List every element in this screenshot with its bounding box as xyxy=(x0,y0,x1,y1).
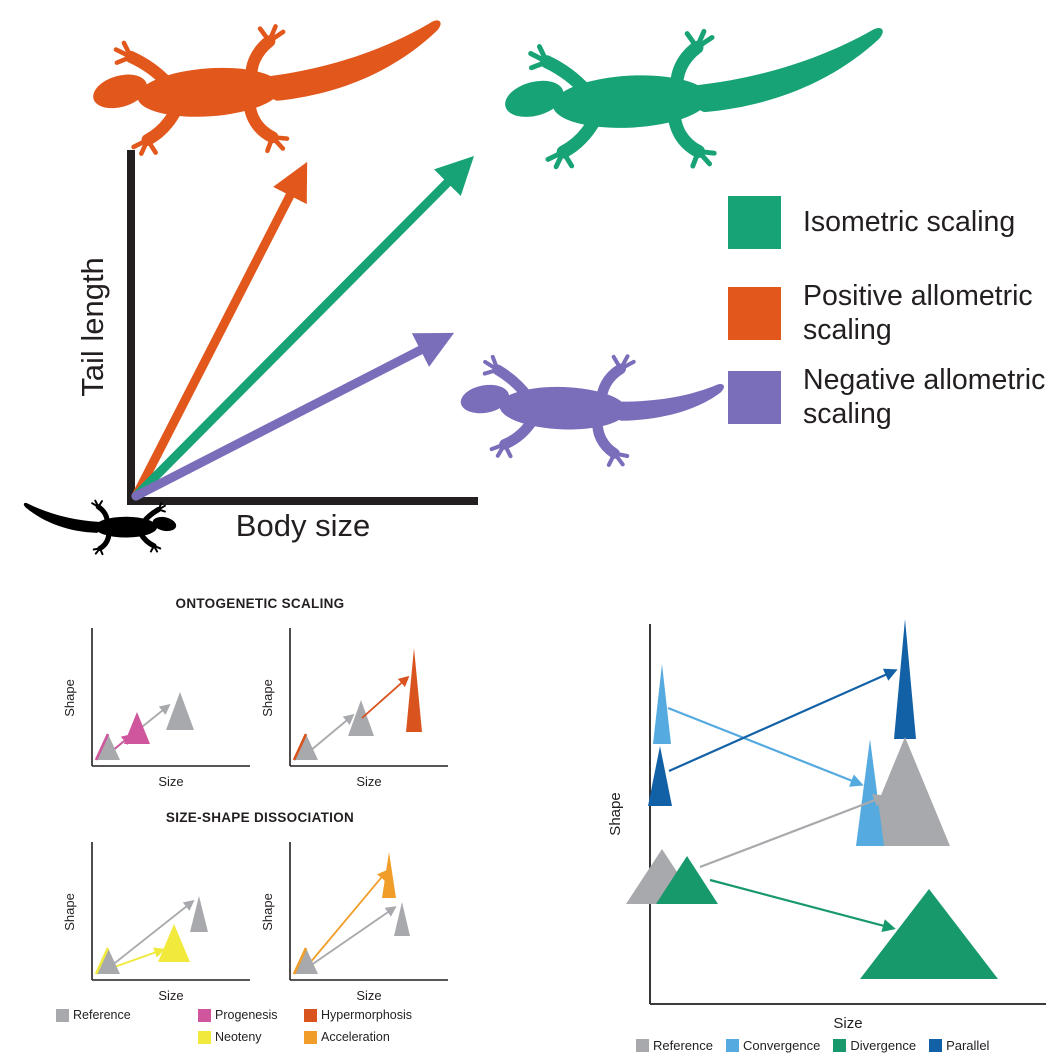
reference-adult-triangle xyxy=(190,896,208,932)
legend-item-reference: Reference xyxy=(56,1008,198,1022)
size-axis-label: Size xyxy=(158,774,183,789)
gecko-juvenile xyxy=(24,501,178,555)
legend-row-positive-allometric: Positive allometric scaling xyxy=(728,280,1059,347)
legend-row-negative-allometric: Negative allometric scaling xyxy=(728,364,1059,431)
acceleration-legend-label: Acceleration xyxy=(321,1030,390,1044)
convergence-color-swatch xyxy=(725,1039,739,1052)
reference-color-swatch xyxy=(636,1039,649,1052)
tail-length-axis-label: Tail length xyxy=(75,257,110,397)
size-shape-dissociation-title: SIZE-SHAPE DISSOCIATION xyxy=(165,810,355,825)
legend-row-isometric: Isometric scaling xyxy=(728,196,1015,249)
legend-item-acceleration: Acceleration xyxy=(304,1030,412,1044)
trajectory-chart: Shape Size xyxy=(607,619,1046,1032)
reference-adult-triangle xyxy=(394,902,410,936)
legend-item-neoteny: Neoteny xyxy=(198,1030,304,1044)
neoteny-color-swatch xyxy=(198,1030,211,1044)
divergence-arrow xyxy=(709,878,896,933)
reference-juvenile-triangle xyxy=(294,734,318,760)
parallel-start-triangle xyxy=(648,746,672,806)
gecko-positive-allometric xyxy=(86,15,448,163)
reference-trajectory-arrow xyxy=(105,899,195,971)
reference-color-swatch xyxy=(56,1008,69,1022)
gecko-negative-allometric xyxy=(456,350,725,468)
convergence-arrow xyxy=(667,706,864,787)
shape-axis-label: Shape xyxy=(260,679,275,717)
legend-item-parallel: Parallel xyxy=(929,1038,989,1053)
parallel-arrow xyxy=(668,668,898,773)
size-axis-label: Size xyxy=(833,1015,862,1032)
allometry-chart: Tail length Body size xyxy=(0,0,1063,580)
hypermorphosis-trajectory-arrow xyxy=(361,675,410,719)
hypermorphosis-edge-accent xyxy=(292,733,308,761)
negative-allometric-color-swatch xyxy=(728,371,781,425)
parallel-legend-label: Parallel xyxy=(946,1038,990,1053)
hypermorphosis-triangle xyxy=(406,648,422,732)
progenesis-color-swatch xyxy=(198,1008,211,1022)
reference-trajectory-arrow xyxy=(303,906,397,971)
positive-allometric-color-swatch xyxy=(728,287,781,341)
hypermorphosis-color-swatch xyxy=(304,1008,317,1022)
positive-allometric-arrow xyxy=(131,161,308,501)
reference-adult-triangle xyxy=(348,700,374,736)
acceleration-triangle xyxy=(382,852,396,898)
reference-arrow xyxy=(699,794,887,869)
plot-hypermorphosis: Shape Size xyxy=(260,628,448,789)
reference-adult-triangle xyxy=(166,692,194,730)
isometric-legend-label: Isometric scaling xyxy=(803,205,1016,238)
negative-allometric-legend-label: Negative allometric scaling xyxy=(803,364,1046,430)
neoteny-edge-accent xyxy=(94,947,110,975)
parallel-end-triangle xyxy=(894,619,916,739)
divergence-color-swatch xyxy=(833,1039,847,1052)
parallel-color-swatch xyxy=(929,1039,943,1052)
progenesis-triangle xyxy=(124,712,150,744)
neoteny-triangle xyxy=(158,924,190,962)
convergence-legend-label: Convergence xyxy=(742,1038,821,1053)
reference-legend-label: Reference xyxy=(73,1008,131,1022)
size-axis-label: Size xyxy=(356,774,381,789)
body-size-axis-label: Body size xyxy=(236,508,370,543)
acceleration-trajectory-arrow xyxy=(303,869,389,971)
reference-juvenile-triangle xyxy=(96,948,120,974)
negative-allometric-arrow xyxy=(131,332,455,501)
reference-juvenile-triangle xyxy=(294,948,318,974)
heterochrony-legend: Reference Progenesis Neoteny Hypermorpho… xyxy=(56,1008,412,1044)
acceleration-color-swatch xyxy=(304,1030,317,1044)
plot-acceleration: Shape Size xyxy=(260,842,448,1003)
convergence-start-triangle xyxy=(653,664,671,744)
plot-progenesis: Shape Size xyxy=(62,628,250,789)
gecko-isometric xyxy=(499,22,890,176)
shape-axis-label: Shape xyxy=(260,893,275,931)
progenesis-legend-label: Progenesis xyxy=(215,1008,278,1022)
legend-item-divergence: Divergence xyxy=(833,1038,916,1053)
hypermorphosis-legend-label: Hypermorphosis xyxy=(321,1008,413,1022)
shape-axis-label: Shape xyxy=(62,679,77,717)
divergence-legend-label: Divergence xyxy=(850,1038,917,1053)
reference-legend-label: Reference xyxy=(653,1038,713,1053)
positive-allometric-legend-label: Positive allometric scaling xyxy=(803,280,1033,346)
ontogenetic-scaling-title: ONTOGENETIC SCALING xyxy=(175,596,345,611)
legend-item-convergence: Convergence xyxy=(725,1038,821,1053)
legend-item-hypermorphosis: Hypermorphosis xyxy=(304,1008,412,1022)
neoteny-legend-label: Neoteny xyxy=(215,1030,262,1044)
divergence-end-triangle xyxy=(860,889,998,979)
size-axis-label: Size xyxy=(158,988,183,1003)
convergence-end-triangle xyxy=(856,739,884,846)
acceleration-edge-accent xyxy=(292,947,308,975)
trajectory-legend: Reference Convergence Divergence Paralle… xyxy=(636,1038,989,1053)
size-axis-label: Size xyxy=(356,988,381,1003)
legend-item-reference: Reference xyxy=(636,1038,713,1053)
isometric-arrow xyxy=(131,155,474,501)
plot-neoteny: Shape Size xyxy=(62,842,250,1003)
shape-axis-label: Shape xyxy=(607,792,624,835)
reference-juvenile-triangle xyxy=(96,734,120,760)
shape-axis-label: Shape xyxy=(62,893,77,931)
isometric-color-swatch xyxy=(728,196,781,249)
legend-item-progenesis: Progenesis xyxy=(198,1008,304,1022)
reference-end-triangle xyxy=(860,737,950,846)
divergence-start-triangle xyxy=(656,856,718,904)
progenesis-edge-accent xyxy=(94,733,110,761)
